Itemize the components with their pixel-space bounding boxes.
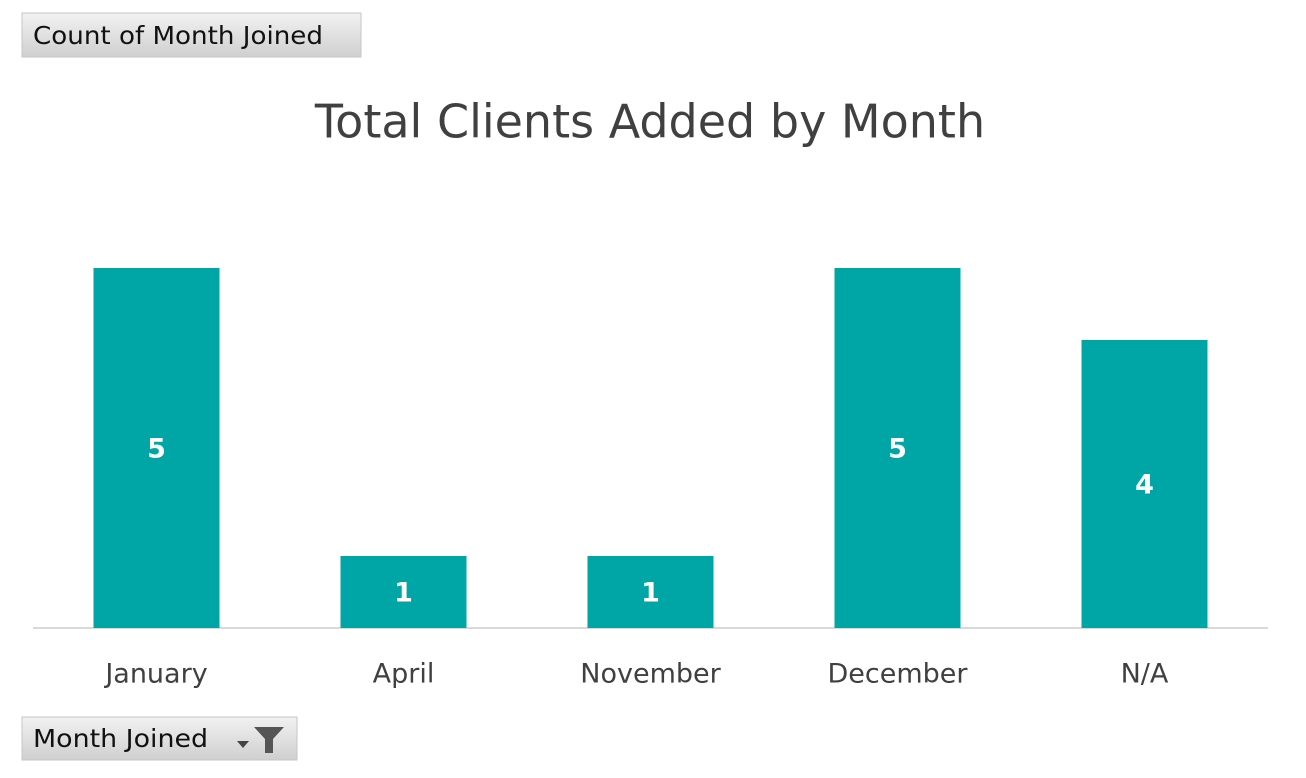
data-label: 5 xyxy=(888,434,907,465)
filter-icon xyxy=(254,727,284,753)
bar xyxy=(1081,340,1208,628)
x-tick-label: N/A xyxy=(1121,659,1169,690)
data-label: 1 xyxy=(394,578,413,609)
axis-field-label: Month Joined xyxy=(33,724,208,753)
data-label: 4 xyxy=(1135,470,1154,501)
x-tick-label: January xyxy=(103,659,207,690)
bar xyxy=(587,556,714,628)
axis-field-button[interactable] xyxy=(21,716,298,761)
chart-title: Total Clients Added by Month xyxy=(314,95,985,149)
value-field-label: Count of Month Joined xyxy=(33,21,323,50)
x-tick-label: April xyxy=(373,659,435,690)
x-tick-label: December xyxy=(827,659,968,690)
bar xyxy=(340,556,467,628)
dropdown-arrow xyxy=(237,741,249,748)
x-tick-label: November xyxy=(580,659,721,690)
bar xyxy=(834,268,961,628)
data-label: 5 xyxy=(147,434,166,465)
data-label: 1 xyxy=(641,578,660,609)
value-field-button[interactable] xyxy=(21,12,362,58)
bar xyxy=(93,268,220,628)
